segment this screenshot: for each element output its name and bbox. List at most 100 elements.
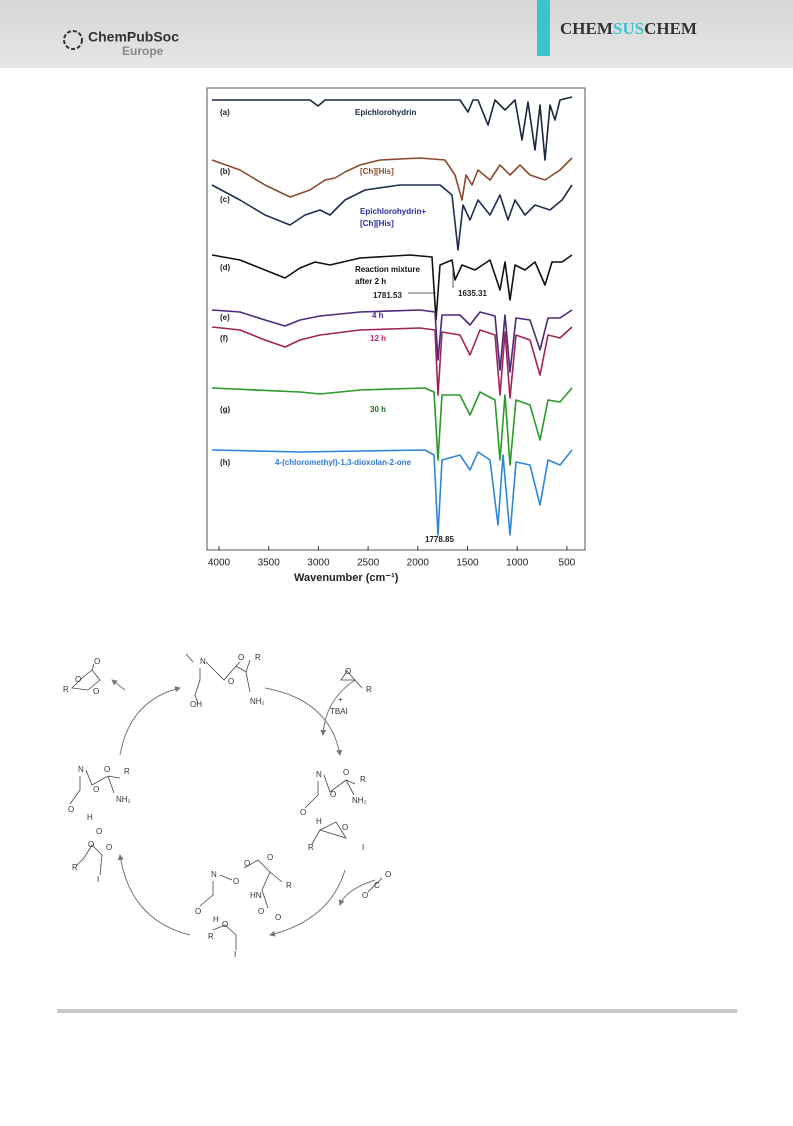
scheme-label: N	[211, 870, 217, 879]
journal-part: SUS	[613, 19, 644, 38]
publisher: ChemPubSoc	[88, 29, 179, 45]
scheme-label: N	[78, 765, 84, 774]
cycle-arrow	[117, 854, 191, 936]
logo-icon	[63, 30, 83, 50]
peak-label: 1635.31	[458, 289, 487, 298]
trace-id: (e)	[220, 313, 230, 322]
footer-rule	[57, 1009, 737, 1013]
trace-name: 30 h	[370, 405, 386, 414]
scheme-label: O	[96, 827, 102, 836]
scheme-label: N	[200, 657, 206, 666]
publisher-region: Europe	[122, 44, 164, 58]
journal-part: CHEM	[560, 19, 613, 38]
spectrum	[212, 96, 573, 161]
scheme-label: O	[228, 677, 234, 686]
scheme-label: R	[72, 863, 78, 872]
spectrum	[211, 326, 573, 399]
spectrum	[211, 309, 573, 373]
trace-id: (b)	[220, 167, 231, 176]
scheme-label: O	[300, 808, 306, 817]
trace-name: 12 h	[370, 334, 386, 343]
spectrum	[211, 387, 573, 466]
scheme-label: O	[342, 823, 348, 832]
x-axis-label: Wavenumber (cm⁻¹)	[294, 572, 399, 584]
journal-name: CHEMSUSCHEM	[560, 19, 697, 38]
scheme-label: O	[75, 675, 81, 684]
scheme-label: O	[104, 765, 110, 774]
reagent-arrow	[338, 879, 376, 906]
scheme-label: H	[316, 817, 322, 826]
scheme-label: NH₂	[352, 796, 367, 805]
trace-name: Epichlorohydrin	[355, 108, 416, 117]
scheme-label: R	[360, 775, 366, 784]
x-tick-label: 1000	[506, 558, 529, 569]
trace-id: (a)	[220, 108, 230, 117]
trace-name: 4 h	[372, 311, 384, 320]
scheme-label: O	[275, 913, 281, 922]
trace-name: Reaction mixture	[355, 265, 420, 274]
x-tick-label: 2000	[407, 558, 430, 569]
peak-label: 1778.85	[425, 535, 454, 544]
scheme-label: O	[244, 859, 250, 868]
scheme-label: NH₂	[116, 795, 131, 804]
scheme-label: H	[213, 915, 219, 924]
bonds	[340, 670, 363, 689]
x-tick-label: 1500	[456, 558, 479, 569]
spectrum	[211, 157, 573, 201]
scheme-label: O	[258, 907, 264, 916]
spectrum	[211, 184, 573, 251]
bonds	[304, 774, 356, 845]
scheme-label: NH₂	[250, 697, 265, 706]
scheme-label: +	[338, 695, 343, 704]
scheme-label: O	[106, 843, 112, 852]
scheme-label: O	[238, 653, 244, 662]
scheme-label: O	[195, 907, 201, 916]
journal-part: CHEM	[644, 19, 697, 38]
scheme-label: O	[362, 891, 368, 900]
scheme-label: O	[93, 687, 99, 696]
scheme-label: R	[63, 685, 69, 694]
product-arrow	[111, 679, 126, 691]
scheme-label: R	[286, 881, 292, 890]
cycle-arrow	[269, 869, 346, 937]
scheme-label: O	[343, 768, 349, 777]
scheme-label: N	[316, 770, 322, 779]
scheme-label: O	[93, 785, 99, 794]
trace-name: [Ch][His]	[360, 219, 394, 228]
bonds	[185, 653, 251, 704]
spectrum	[211, 449, 573, 536]
bonds	[199, 859, 283, 950]
reagent-arrow	[320, 679, 356, 736]
scheme-label: I	[97, 875, 99, 884]
x-tick-label: 500	[559, 558, 576, 569]
scheme-label: O	[88, 840, 94, 849]
scheme-label: I	[362, 843, 364, 852]
scheme-label: I	[234, 950, 236, 959]
spectrum	[211, 254, 573, 321]
peak-label: 1781.53	[373, 291, 402, 300]
bonds	[71, 663, 101, 691]
x-tick-label: 3500	[258, 558, 281, 569]
scheme-label: O	[330, 790, 336, 799]
scheme-label: O	[345, 667, 351, 676]
trace-name: Epichlorohydrin+	[360, 207, 426, 216]
scheme-label: H	[87, 813, 93, 822]
scheme-label: R	[124, 767, 130, 776]
scheme-label: OH	[190, 700, 202, 709]
trace-id: (d)	[220, 263, 231, 272]
journal-bar	[537, 0, 550, 56]
trace-name: [Ch][His]	[360, 167, 394, 176]
scheme-label: O	[68, 805, 74, 814]
scheme-label: O	[385, 870, 391, 879]
trace-id: (f)	[220, 334, 228, 343]
trace-id: (g)	[220, 405, 231, 414]
scheme-label: R	[208, 932, 214, 941]
cycle-arrow	[119, 686, 181, 756]
scheme-label: HN	[250, 891, 262, 900]
trace-id: (c)	[220, 195, 230, 204]
scheme-label: O	[94, 657, 100, 666]
scheme-label: R	[255, 653, 261, 662]
trace-name: 4-(chloromethyl)-1,3-dioxolan-2-one	[275, 458, 412, 467]
